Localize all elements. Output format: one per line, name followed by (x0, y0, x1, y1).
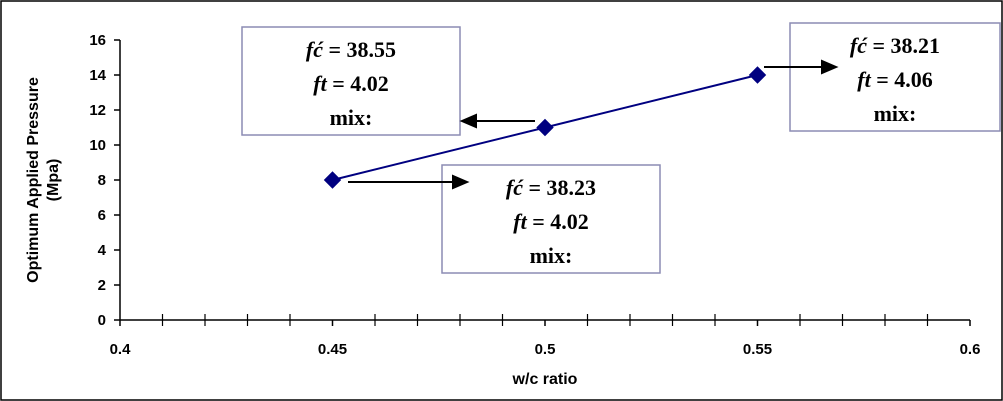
annotation-arrow-1 (459, 113, 535, 129)
annotation-box-1: fć = 38.55 ft = 4.02 mix: (241, 26, 461, 136)
x-ticks: 0.4 0.45 0.5 0.55 0.6 (110, 320, 981, 358)
x-tick-label: 0.5 (535, 341, 556, 358)
data-point-marker (536, 118, 554, 137)
y-ticks: 0 2 4 6 8 10 12 14 16 (89, 32, 120, 329)
annotation-arrows (348, 59, 839, 190)
y-tick-label: 4 (98, 242, 107, 259)
annotation-1-fc: fć = 38.55 (306, 37, 396, 62)
y-tick-label: 2 (98, 277, 106, 294)
y-axis-title: Optimum Applied Pressure (Mpa) (25, 77, 62, 283)
y-axis-title-line-2: (Mpa) (45, 159, 62, 202)
y-tick-label: 12 (89, 102, 106, 119)
y-tick-label: 16 (89, 32, 106, 49)
annotation-3-ft: ft = 4.02 (513, 209, 589, 234)
annotation-2-ft: ft = 4.06 (857, 67, 933, 92)
annotation-1-mix: mix: (330, 105, 373, 130)
y-tick-label: 14 (89, 67, 106, 84)
annotation-box-3: fć = 38.23 ft = 4.02 mix: (441, 164, 661, 274)
x-tick-label: 0.45 (318, 341, 347, 358)
y-axis-title-line-1: Optimum Applied Pressure (25, 77, 42, 283)
annotation-2-fc: fć = 38.21 (850, 33, 940, 58)
data-point-marker (323, 171, 342, 189)
annotation-2-mix: mix: (874, 101, 917, 126)
annotation-arrow-3 (348, 174, 470, 190)
data-point-marker (748, 66, 767, 84)
annotation-3-mix: mix: (530, 243, 573, 268)
y-tick-label: 8 (98, 172, 106, 189)
y-tick-label: 6 (98, 207, 106, 224)
annotation-3-fc: fć = 38.23 (506, 175, 596, 200)
y-tick-label: 10 (89, 137, 106, 154)
x-axis-title: w/c ratio (512, 371, 578, 388)
annotation-box-2: fć = 38.21 ft = 4.06 mix: (789, 22, 1001, 132)
annotation-arrow-2 (764, 59, 839, 75)
annotation-1-frame (241, 26, 461, 136)
x-minor-ticks (161, 314, 929, 326)
x-tick-label: 0.6 (960, 341, 981, 358)
y-tick-label: 0 (98, 312, 106, 329)
annotation-2-frame (789, 22, 1001, 132)
x-tick-label: 0.55 (743, 341, 772, 358)
series-layer (323, 66, 767, 189)
x-tick-label: 0.4 (110, 341, 132, 358)
annotation-1-ft: ft = 4.02 (313, 71, 389, 96)
annotation-3-frame (441, 164, 661, 274)
